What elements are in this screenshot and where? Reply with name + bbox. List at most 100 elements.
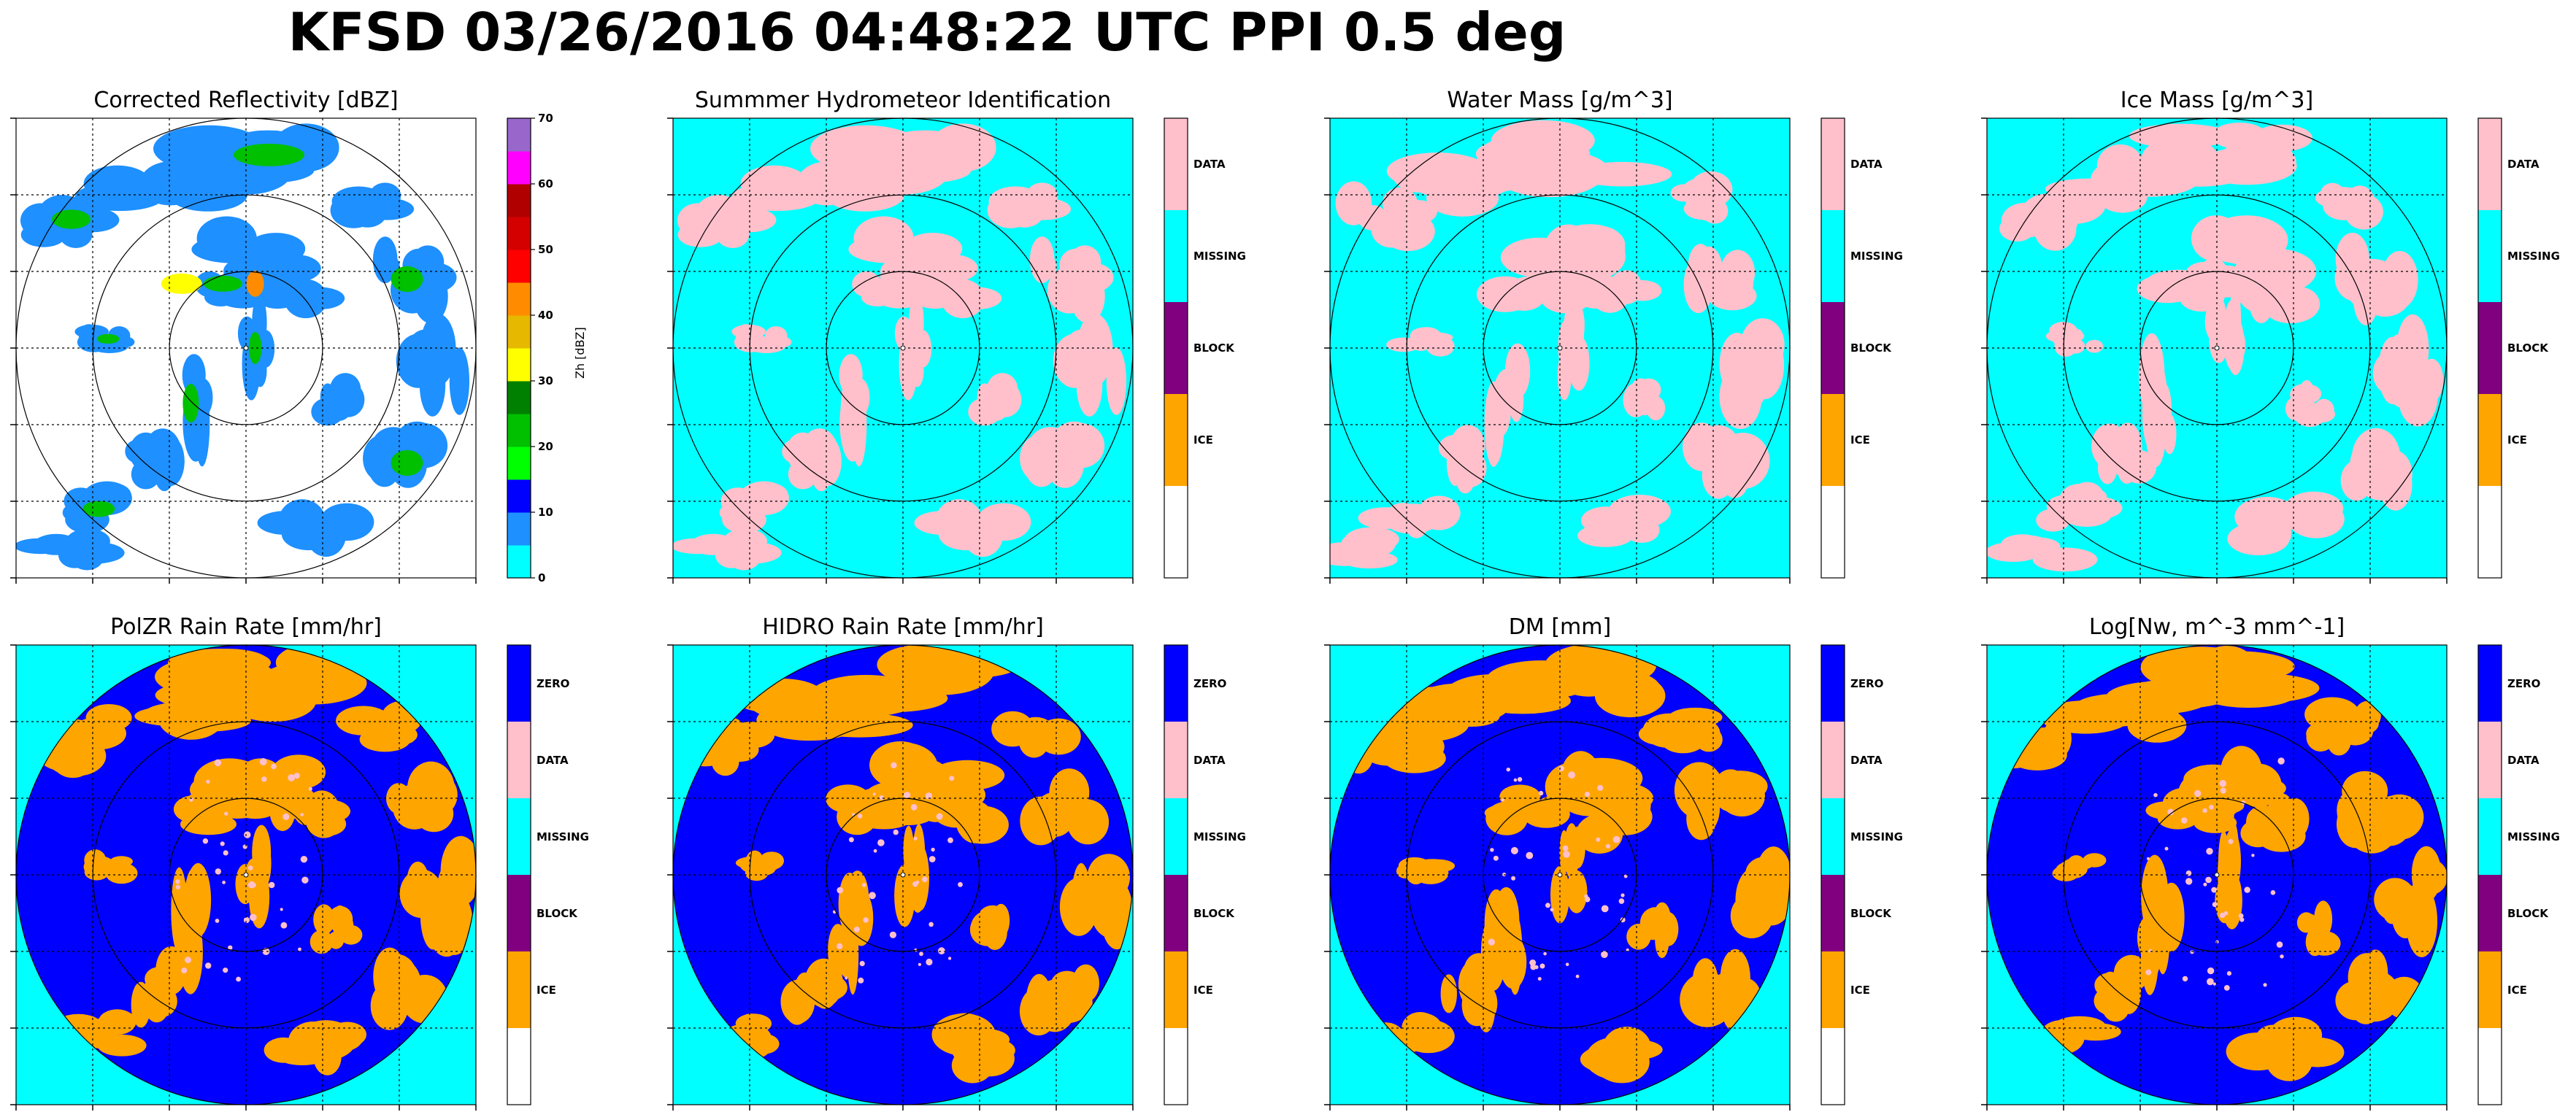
colorbar-label: BLOCK [2507,341,2548,355]
rain-data-speckle [1506,768,1510,772]
radar-panel-3 [1324,117,1791,584]
colorbar-label: ICE [2507,983,2527,997]
echo-region [2054,335,2077,358]
rain-data-speckle [181,968,188,973]
echo-region [1435,186,1488,210]
colorbar-segment [507,545,531,579]
echo-region [1398,857,1431,874]
echo-region [125,439,150,463]
rain-data-speckle [931,847,935,852]
colorbar-label: ICE [2507,433,2527,447]
panel-title-1: Corrected Reflectivity [dBZ] [93,88,399,113]
rain-data-speckle [2223,911,2229,916]
echo-region [1685,184,1717,215]
radar-panel-2 [667,117,1134,584]
echo-region [1642,713,1696,749]
rain-data-speckle [2220,787,2226,794]
rain-data-speckle [301,876,309,884]
colorbar-frame [1820,644,1845,1105]
echo-region [2212,240,2253,263]
echo-region [869,741,931,789]
radar-site-marker [1557,345,1563,351]
axes-frame [15,644,477,1105]
echo-region [2345,185,2375,220]
echo-core [248,332,262,364]
echo-core [182,384,199,423]
colorbar-segment [1821,645,1845,722]
colorbar-frame [1164,644,1188,1105]
colorbar-segment [2478,951,2502,1029]
echo-region [269,789,296,831]
colorbar-segment [1164,210,1188,303]
echo-region [2061,500,2112,527]
rain-data-speckle [1543,951,1547,956]
echo-region [1611,270,1642,304]
echo-region [281,518,336,551]
rain-data-speckle [2239,917,2245,922]
echo-region [376,724,406,741]
colorbar-segment [507,875,531,952]
rain-data-speckle [1620,917,1626,923]
rain-data-speckle [1539,963,1545,969]
echo-region [2034,206,2077,251]
echo-region [2042,718,2072,759]
echo-region [731,324,766,339]
echo-region [2296,385,2322,403]
colorbar-segment [507,414,531,447]
colorbar-segment [507,798,531,876]
panel-title-4: Ice Mass [g/m^3] [2120,88,2314,113]
rain-data-speckle [2263,983,2267,987]
echo-region [938,518,993,551]
echo-region [1499,935,1527,989]
rain-data-speckle [1513,778,1518,782]
echo-region [1047,266,1091,314]
radar-panel-7 [1324,644,1791,1111]
rain-data-speckle [2167,808,2175,816]
echo-region [412,793,446,820]
echo-region [909,295,924,350]
echo-region [69,717,126,750]
echo-region [153,447,175,492]
echo-region [2193,797,2234,833]
colorbar-segment [1164,951,1188,1029]
rain-data-speckle [912,881,918,887]
rain-data-speckle [2194,789,2202,797]
rain-data-speckle [1612,835,1620,843]
colorbar-segment [2478,798,2502,876]
echo-region [782,439,807,463]
echo-region [773,336,792,348]
rain-data-speckle [259,758,267,765]
echo-region [1072,862,1091,934]
colorbar-label: ZERO [1193,676,1227,690]
colorbar-label: MISSING [1850,830,1903,843]
rain-data-speckle [1620,893,1625,897]
colorbar-segment [507,118,531,152]
echo-region [420,879,446,950]
rain-data-speckle [936,813,943,820]
rain-data-speckle [1563,851,1570,858]
echo-core [161,273,202,294]
colorbar-frame [2477,644,2502,1105]
colorbar-segment [507,951,531,1029]
colorbar-frame [2477,117,2502,579]
echo-region [1505,343,1531,398]
rain-data-speckle [958,881,963,887]
echo-region [986,373,1018,406]
echo-region [2404,884,2429,922]
echo-region [1386,337,1421,352]
echo-region [742,336,774,347]
echo-region [673,538,724,555]
rain-data-speckle [891,762,897,769]
colorbar-tick-label: 60 [538,177,553,190]
echo-region [1711,970,1750,1019]
colorbar-label: BLOCK [1193,341,1234,355]
colorbar-segment [1164,302,1188,395]
echo-region [2217,140,2296,185]
echo-region [2240,504,2295,527]
rain-data-speckle [2207,967,2215,975]
echo-region [2129,123,2232,148]
rain-data-speckle [2228,838,2234,844]
echo-region [2354,700,2381,730]
rain-data-speckle [175,879,180,884]
echo-region [2085,339,2104,353]
